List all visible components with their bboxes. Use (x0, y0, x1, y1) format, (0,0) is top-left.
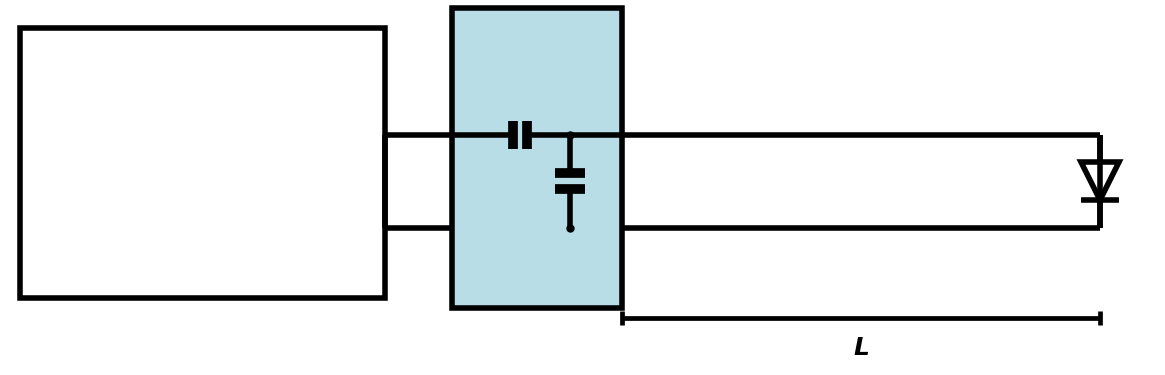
Bar (452, 8, 622, 308)
Text: L: L (853, 336, 869, 360)
Bar (20, 28, 384, 298)
